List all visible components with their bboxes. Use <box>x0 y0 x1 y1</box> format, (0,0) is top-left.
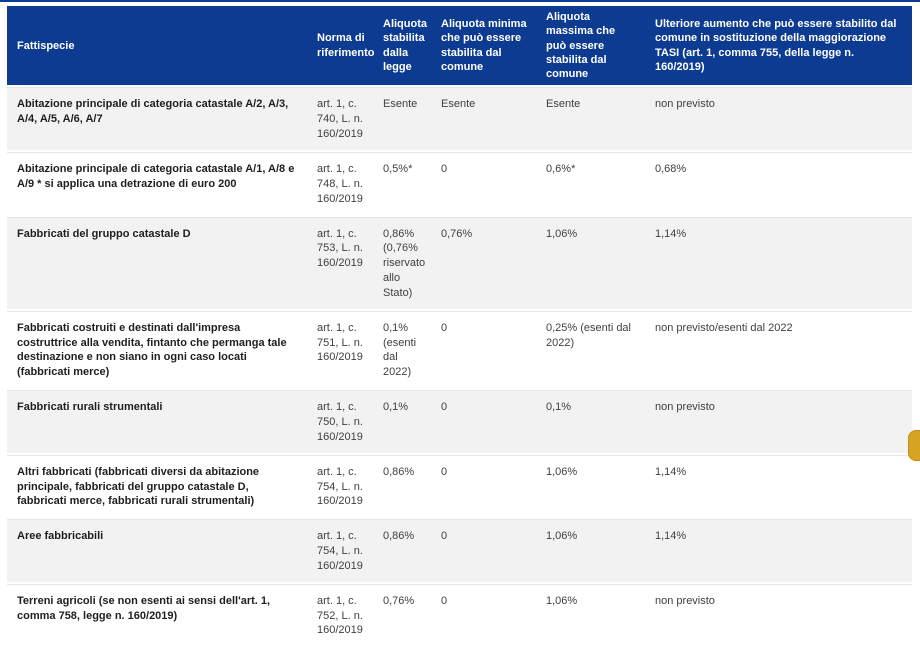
table-row: Terreni agricoli (se non esenti ai sensi… <box>7 583 912 647</box>
cell-norma: art. 1, c. 754, L. n. 160/2019 <box>307 519 373 582</box>
cell-aliquota-legge: 0,86% <box>373 454 431 518</box>
cell-aliquota-legge: 0,1% (esenti dal 2022) <box>373 310 431 389</box>
table-row: Abitazione principale di categoria catas… <box>7 152 912 215</box>
cell-aliquota-massima: 1,06% <box>536 216 645 309</box>
table-header-row: Fattispecie Norma di riferimento Aliquot… <box>7 6 912 86</box>
cell-ulteriore-aumento: non previsto <box>645 390 912 453</box>
cell-fattispecie: Aree fabbricabili <box>7 519 307 582</box>
column-header-aliquota-minima: Aliquota minima che può essere stabilita… <box>431 6 536 86</box>
column-header-ulteriore-aumento: Ulteriore aumento che può essere stabili… <box>645 6 912 86</box>
table-row: Fabbricati rurali strumentali art. 1, c.… <box>7 390 912 453</box>
cell-norma: art. 1, c. 752, L. n. 160/2019 <box>307 583 373 647</box>
cell-norma: art. 1, c. 753, L. n. 160/2019 <box>307 216 373 309</box>
cell-aliquota-massima: 1,06% <box>536 519 645 582</box>
column-header-norma: Norma di riferimento <box>307 6 374 86</box>
cell-aliquota-legge: 0,86% (0,76% riservato allo Stato) <box>373 216 431 309</box>
cell-norma: art. 1, c. 754, L. n. 160/2019 <box>307 454 373 518</box>
cell-aliquota-minima: 0 <box>431 519 536 582</box>
cell-aliquota-legge: 0,5%* <box>373 152 431 215</box>
column-header-aliquota-legge: Aliquota stabilita dalla legge <box>373 6 431 86</box>
cell-fattispecie: Abitazione principale di categoria catas… <box>7 152 307 215</box>
cell-fattispecie: Altri fabbricati (fabbricati diversi da … <box>7 454 307 518</box>
cell-ulteriore-aumento: non previsto <box>645 87 912 151</box>
table-row: Aree fabbricabili art. 1, c. 754, L. n. … <box>7 519 912 582</box>
cell-aliquota-massima: 1,06% <box>536 454 645 518</box>
cell-aliquota-minima: 0 <box>431 454 536 518</box>
cell-ulteriore-aumento: 1,14% <box>645 519 912 582</box>
cell-ulteriore-aumento: 1,14% <box>645 216 912 309</box>
scroll-top-button[interactable] <box>908 430 920 461</box>
cell-norma: art. 1, c. 750, L. n. 160/2019 <box>307 390 373 453</box>
cell-aliquota-minima: 0,76% <box>431 216 536 309</box>
cell-norma: art. 1, c. 751, L. n. 160/2019 <box>307 310 373 389</box>
cell-aliquota-legge: 0,1% <box>373 390 431 453</box>
cell-ulteriore-aumento: 0,68% <box>645 152 912 215</box>
column-header-aliquota-massima: Aliquota massima che può essere stabilit… <box>536 6 645 86</box>
cell-aliquota-legge: 0,86% <box>373 519 431 582</box>
imu-rates-table: Fattispecie Norma di riferimento Aliquot… <box>7 4 912 648</box>
cell-norma: art. 1, c. 748, L. n. 160/2019 <box>307 152 373 215</box>
cell-aliquota-massima: Esente <box>536 87 645 151</box>
table-row: Fabbricati costruiti e destinati dall'im… <box>7 310 912 389</box>
cell-aliquota-legge: Esente <box>373 87 431 151</box>
cell-fattispecie: Fabbricati rurali strumentali <box>7 390 307 453</box>
cell-aliquota-minima: 0 <box>431 310 536 389</box>
table-row: Abitazione principale di categoria catas… <box>7 87 912 151</box>
cell-norma: art. 1, c. 740, L. n. 160/2019 <box>307 87 373 151</box>
tax-rates-table-container: Fattispecie Norma di riferimento Aliquot… <box>7 4 912 648</box>
cell-aliquota-massima: 0,6%* <box>536 152 645 215</box>
cell-aliquota-minima: 0 <box>431 390 536 453</box>
top-divider-rule <box>0 0 920 2</box>
cell-fattispecie: Abitazione principale di categoria catas… <box>7 87 307 151</box>
cell-fattispecie: Fabbricati costruiti e destinati dall'im… <box>7 310 307 389</box>
cell-aliquota-massima: 0,1% <box>536 390 645 453</box>
cell-ulteriore-aumento: non previsto <box>645 583 912 647</box>
column-header-fattispecie: Fattispecie <box>7 6 307 86</box>
cell-aliquota-massima: 0,25% (esenti dal 2022) <box>536 310 645 389</box>
cell-ulteriore-aumento: 1,14% <box>645 454 912 518</box>
cell-fattispecie: Terreni agricoli (se non esenti ai sensi… <box>7 583 307 647</box>
cell-ulteriore-aumento: non previsto/esenti dal 2022 <box>645 310 912 389</box>
cell-aliquota-legge: 0,76% <box>373 583 431 647</box>
cell-aliquota-minima: 0 <box>431 583 536 647</box>
table-row: Altri fabbricati (fabbricati diversi da … <box>7 454 912 518</box>
cell-aliquota-minima: 0 <box>431 152 536 215</box>
cell-aliquota-minima: Esente <box>431 87 536 151</box>
cell-fattispecie: Fabbricati del gruppo catastale D <box>7 216 307 309</box>
cell-aliquota-massima: 1,06% <box>536 583 645 647</box>
table-row: Fabbricati del gruppo catastale D art. 1… <box>7 216 912 309</box>
